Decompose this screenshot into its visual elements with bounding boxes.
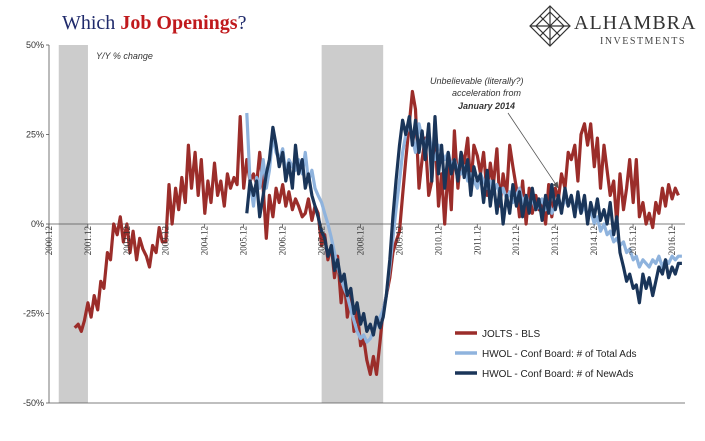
legend-label-0: JOLTS - BLS xyxy=(482,329,540,340)
x-tick-label: 2009.12 xyxy=(394,226,404,255)
y-tick-label: -25% xyxy=(23,309,44,319)
series-line-0 xyxy=(73,89,680,376)
x-tick-label: 2005.12 xyxy=(239,226,249,255)
annotation-line-1: Unbelievable (literally?) xyxy=(430,76,524,86)
legend: JOLTS - BLS HWOL - Conf Board: # of Total… xyxy=(455,329,637,380)
title-prefix: Which xyxy=(62,12,121,34)
legend-label-2: HWOL - Conf Board: # of NewAds xyxy=(482,369,633,380)
x-tick-label: 2002.12 xyxy=(122,226,132,255)
series-line-2 xyxy=(245,115,682,337)
x-tick-label: 2006.12 xyxy=(278,226,288,255)
annotation-arrow xyxy=(507,112,559,189)
annotation-arrowhead xyxy=(552,181,559,189)
y-tick-label: 0% xyxy=(31,219,44,229)
x-tick-label: 2015.12 xyxy=(628,226,638,255)
x-tick-label: 2010.12 xyxy=(433,226,443,255)
x-tick-label: 2016.12 xyxy=(667,226,677,255)
x-tick-label: 2003.12 xyxy=(161,226,171,255)
x-tick-label: 2011.12 xyxy=(472,226,482,255)
x-tick-label: 2008.12 xyxy=(355,226,365,255)
series-lines xyxy=(73,89,682,376)
logo-name: ALHAMBRA xyxy=(574,12,697,34)
chart-title: Which Job Openings? xyxy=(62,12,246,35)
x-tick-label: 2004.12 xyxy=(200,226,210,255)
x-tick-label: 2000.12 xyxy=(44,226,54,255)
title-suffix: ? xyxy=(237,12,247,34)
alhambra-logo: ALHAMBRA INVESTMENTS xyxy=(528,4,698,54)
title-highlight: Job Openings xyxy=(120,12,238,34)
x-tick-label: 2014.12 xyxy=(589,226,599,255)
annotation-line-2: acceleration from xyxy=(452,88,522,98)
y-tick-label: 25% xyxy=(26,130,44,140)
annotation: Unbelievable (literally?) acceleration f… xyxy=(430,76,559,189)
legend-label-1: HWOL - Conf Board: # of Total Ads xyxy=(482,349,637,360)
diamond-lattice-icon xyxy=(529,5,571,47)
x-tick-label: 2001.12 xyxy=(83,226,93,255)
y-tick-label: 50% xyxy=(26,40,44,50)
logo-subtitle: INVESTMENTS xyxy=(600,36,686,47)
x-tick-label: 2012.12 xyxy=(511,226,521,255)
y-tick-label: -50% xyxy=(23,398,44,408)
axes: 50% 25% 0% -25% -50% 2000.12 2001.12 2002.12 200… xyxy=(23,40,685,408)
x-tick-label: 2013.12 xyxy=(550,226,560,255)
y-axis-label: Y/Y % change xyxy=(96,51,153,61)
x-tick-label: 2007.12 xyxy=(316,226,326,255)
annotation-line-3: January 2014 xyxy=(458,101,515,111)
